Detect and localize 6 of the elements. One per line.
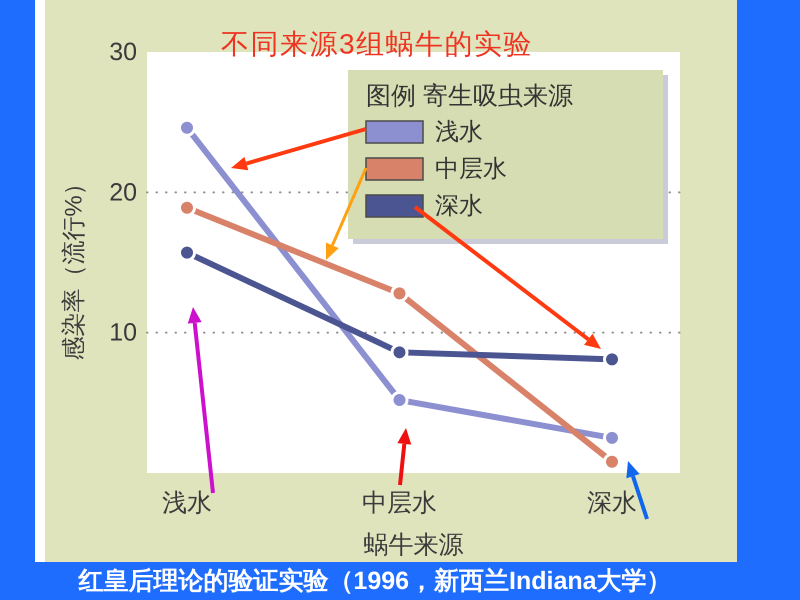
title: 不同来源3组蜗牛的实验 (220, 28, 534, 60)
annotation: 红皇后理论的验证实验（1996，新西兰Indiana大学） (78, 567, 672, 595)
legend-label: 中层水 (435, 156, 507, 182)
legend-label: 浅水 (435, 118, 483, 146)
legend-title: 图例 寄生吸虫来源 (366, 82, 573, 110)
legend-label: 深水 (435, 192, 483, 220)
